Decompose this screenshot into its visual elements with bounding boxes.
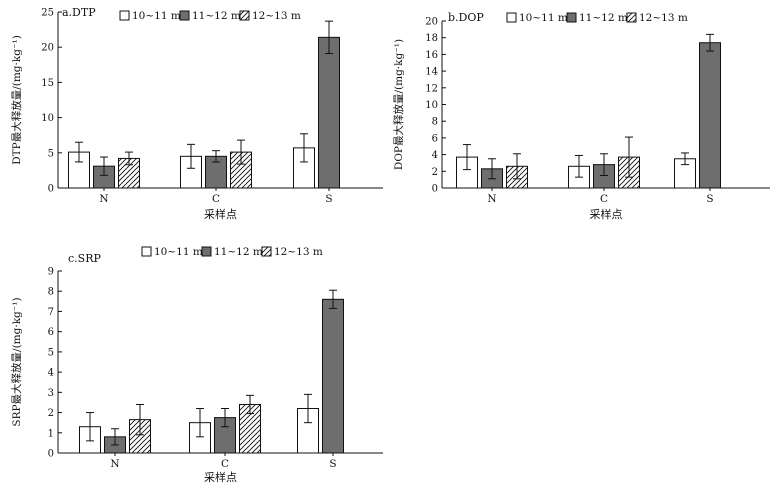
y-tick-label: 10 bbox=[425, 100, 438, 111]
y-tick-label: 10 bbox=[41, 113, 54, 124]
y-tick-label: 2 bbox=[432, 167, 438, 178]
x-axis-title: 采样点 bbox=[204, 207, 237, 221]
legend-label: 11~12 m bbox=[192, 10, 241, 22]
legend-swatch bbox=[261, 246, 272, 257]
y-tick-label: 20 bbox=[41, 43, 54, 54]
y-axis-title: DOP最大释放量/(mg·kg⁻¹) bbox=[392, 39, 405, 170]
y-tick-label: 8 bbox=[432, 117, 438, 128]
y-tick-label: 1 bbox=[48, 428, 54, 439]
chart-panel-3: 0 1 2 3 4 5 6 7 8 9 N C Sc.SRP 采样点 SRP最大释放量/(mg·kg⁻¹) 1… bbox=[10, 246, 383, 484]
y-tick-label: 25 bbox=[41, 8, 54, 19]
y-tick-label: 6 bbox=[48, 327, 54, 338]
y-tick-label: 3 bbox=[48, 388, 54, 399]
legend-swatch bbox=[201, 246, 212, 257]
y-tick-label: 20 bbox=[425, 17, 438, 28]
category-label: N bbox=[487, 193, 496, 205]
category-label: N bbox=[99, 193, 108, 205]
y-tick-label: 8 bbox=[48, 287, 54, 298]
category-label: S bbox=[706, 193, 713, 205]
legend-label: 10~11 m bbox=[132, 10, 181, 22]
legend-swatch bbox=[239, 10, 250, 21]
legend-swatch bbox=[119, 10, 130, 21]
bar bbox=[699, 42, 721, 189]
y-tick-label: 18 bbox=[425, 33, 438, 44]
legend-label: 12~13 m bbox=[639, 12, 688, 24]
legend-label: 12~13 m bbox=[252, 10, 301, 22]
legend-label: 12~13 m bbox=[274, 246, 323, 258]
y-tick-label: 4 bbox=[48, 368, 54, 379]
y-tick-label: 9 bbox=[48, 267, 54, 278]
legend-label: 10~11 m bbox=[519, 12, 568, 24]
x-axis-title: 采样点 bbox=[590, 207, 623, 221]
y-tick-label: 16 bbox=[425, 50, 438, 61]
legend-swatch bbox=[626, 12, 637, 23]
legend: 10~11 m 11~12 m 12~13 m bbox=[141, 246, 323, 258]
bar bbox=[322, 298, 344, 454]
legend: 10~11 m 11~12 m 12~13 m bbox=[119, 10, 301, 22]
panel-label: a.DTP bbox=[62, 6, 96, 19]
y-tick-label: 0 bbox=[432, 184, 438, 195]
chart-panel-2: 0 2 4 6 8 10 12 14 16 18 20 N C Sb.DOP 采样点 DOP最大释放量/(mg… bbox=[392, 11, 770, 221]
panel-label: b.DOP bbox=[448, 11, 484, 24]
y-tick-label: 4 bbox=[432, 150, 438, 161]
legend-label: 11~12 m bbox=[579, 12, 628, 24]
y-tick-label: 2 bbox=[48, 408, 54, 419]
y-tick-label: 7 bbox=[48, 307, 54, 318]
legend: 10~11 m 11~12 m 12~13 m bbox=[506, 12, 688, 24]
category-label: S bbox=[329, 458, 336, 470]
y-tick-label: 5 bbox=[48, 148, 54, 159]
category-label: C bbox=[212, 193, 220, 205]
y-tick-label: 6 bbox=[432, 133, 438, 144]
y-tick-label: 0 bbox=[48, 184, 54, 195]
legend-label: 11~12 m bbox=[214, 246, 263, 258]
y-axis-title: SRP最大释放量/(mg·kg⁻¹) bbox=[10, 297, 23, 426]
bar bbox=[318, 36, 340, 189]
legend-swatch bbox=[506, 12, 517, 23]
legend-swatch bbox=[566, 12, 577, 23]
category-label: C bbox=[600, 193, 608, 205]
legend-label: 10~11 m bbox=[154, 246, 203, 258]
y-axis-title: DTP最大释放量/(mg·kg⁻¹) bbox=[10, 35, 23, 165]
y-tick-label: 0 bbox=[48, 449, 54, 460]
category-label: N bbox=[110, 458, 119, 470]
category-label: C bbox=[221, 458, 229, 470]
y-tick-label: 15 bbox=[41, 78, 54, 89]
x-axis-title: 采样点 bbox=[204, 470, 237, 484]
panel-label: c.SRP bbox=[68, 252, 101, 265]
y-tick-label: 14 bbox=[425, 67, 438, 78]
y-tick-label: 12 bbox=[425, 83, 438, 94]
chart-panel-1: 0 5 10 15 20 25 N C Sa.DTP 采样点 DTP最大释放量/(mg·kg⁻¹) 1… bbox=[10, 6, 383, 221]
category-label: S bbox=[325, 193, 332, 205]
legend-swatch bbox=[179, 10, 190, 21]
legend-swatch bbox=[141, 246, 152, 257]
y-tick-label: 5 bbox=[48, 347, 54, 358]
